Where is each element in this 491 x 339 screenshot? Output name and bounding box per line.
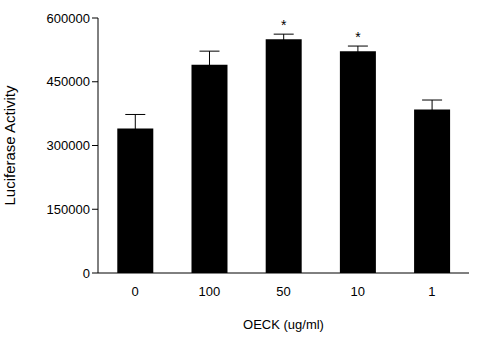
svg-text:Luciferase Activity: Luciferase Activity (8, 85, 18, 206)
svg-text:150000: 150000 (47, 202, 90, 217)
svg-text:600000: 600000 (47, 11, 90, 26)
svg-text:10: 10 (350, 284, 364, 299)
svg-text:300000: 300000 (47, 138, 90, 153)
svg-text:OECK (ug/ml): OECK (ug/ml) (243, 317, 324, 332)
svg-text:1: 1 (428, 284, 435, 299)
svg-text:*: * (355, 29, 361, 45)
svg-text:0: 0 (83, 266, 90, 281)
svg-text:0: 0 (131, 284, 138, 299)
svg-text:100: 100 (198, 284, 220, 299)
svg-text:50: 50 (276, 284, 290, 299)
svg-text:*: * (281, 17, 287, 33)
svg-text:450000: 450000 (47, 74, 90, 89)
